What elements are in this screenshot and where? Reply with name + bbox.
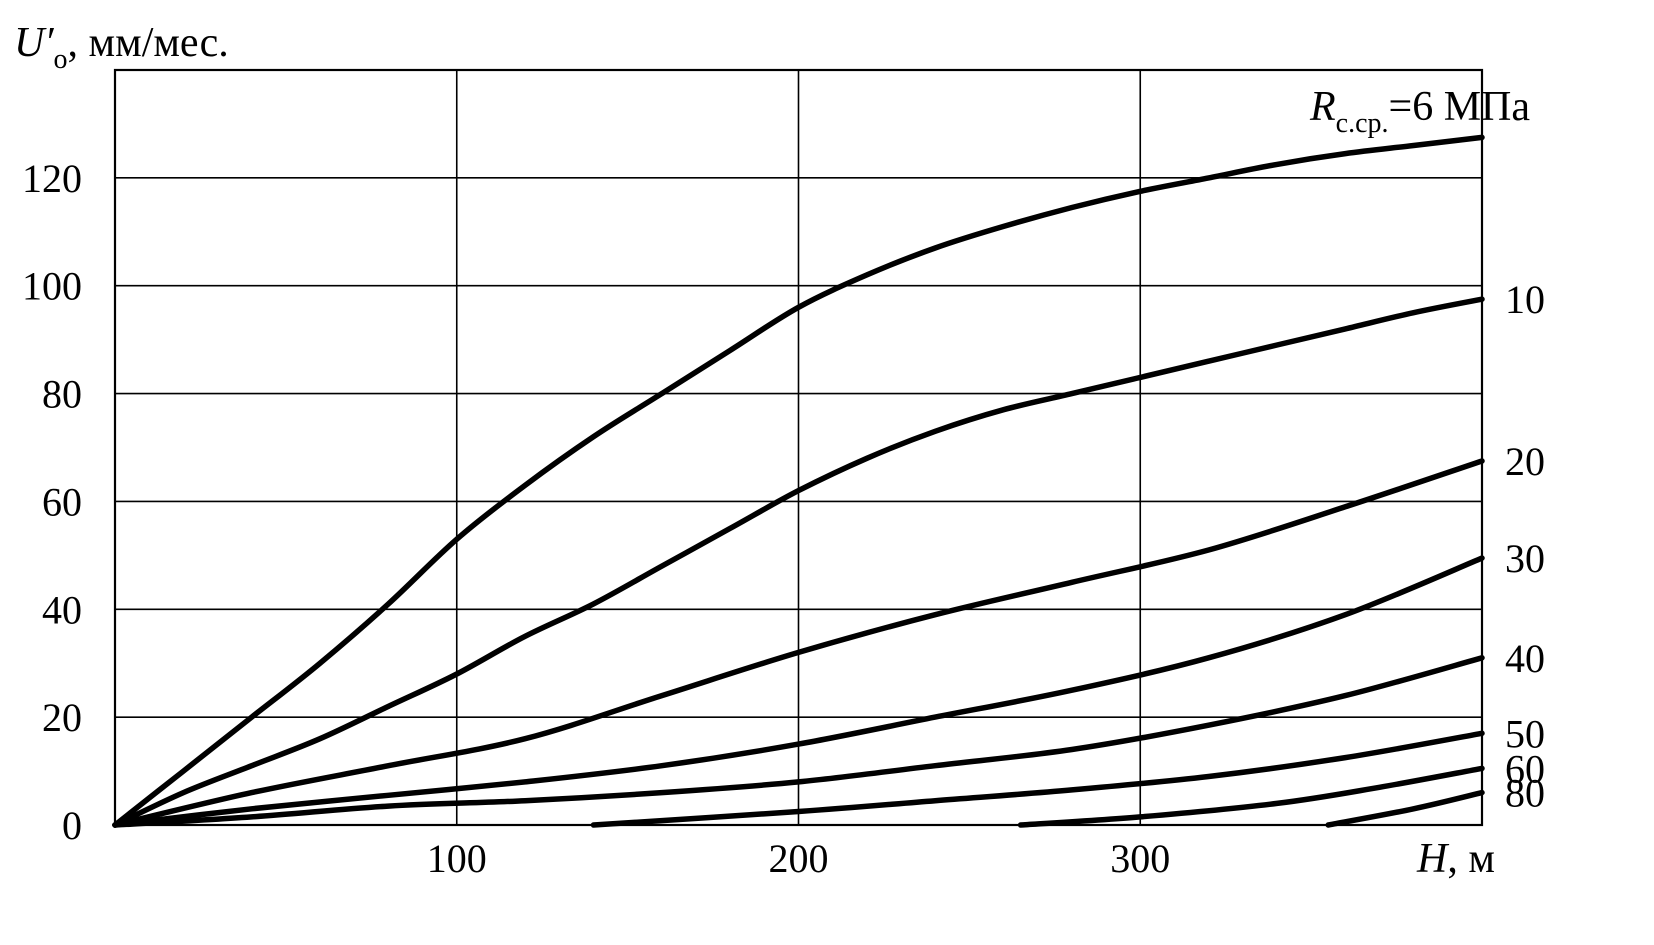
- y-tick-label: 40: [42, 587, 82, 632]
- y-axis-label: U′о, мм/мес.: [14, 20, 229, 75]
- series-label-80: 80: [1505, 771, 1545, 816]
- series-label-50: 50: [1505, 711, 1545, 756]
- series-label-10: 10: [1505, 277, 1545, 322]
- x-tick-label: 200: [769, 836, 829, 881]
- series-line-30: [112, 555, 1485, 828]
- series-line-50: [590, 730, 1485, 828]
- series-label-60: 60: [1505, 746, 1545, 791]
- x-tick-label: 300: [1110, 836, 1170, 881]
- series-label-40: 40: [1505, 636, 1545, 681]
- grid-lines: [115, 70, 1482, 825]
- series-label-20: 20: [1505, 439, 1545, 484]
- y-tick-label: 60: [42, 479, 82, 524]
- y-tick-label: 80: [42, 372, 82, 417]
- x-tick-labels: 100 200 300: [427, 836, 1171, 881]
- y-tick-label: 120: [22, 156, 82, 201]
- x-tick-label: 100: [427, 836, 487, 881]
- y-tick-labels: 0 20 40 60 80 100 120: [22, 156, 82, 848]
- series-lines: [112, 134, 1485, 828]
- series-line-6: [112, 134, 1485, 828]
- y-tick-label: 0: [62, 803, 82, 848]
- y-tick-label: 20: [42, 695, 82, 740]
- series-line-40: [112, 655, 1485, 828]
- series-line-80: [1325, 789, 1485, 828]
- series-label-30: 30: [1505, 536, 1545, 581]
- series-line-10: [112, 296, 1485, 828]
- x-axis-label: H, м: [1416, 836, 1495, 882]
- series-label-first: Rс.ср.=6 МПа: [1309, 84, 1530, 139]
- series-line-20: [112, 458, 1485, 828]
- plot-frame: [113, 68, 1484, 827]
- series-line-60: [1017, 765, 1485, 828]
- y-tick-label: 100: [22, 264, 82, 309]
